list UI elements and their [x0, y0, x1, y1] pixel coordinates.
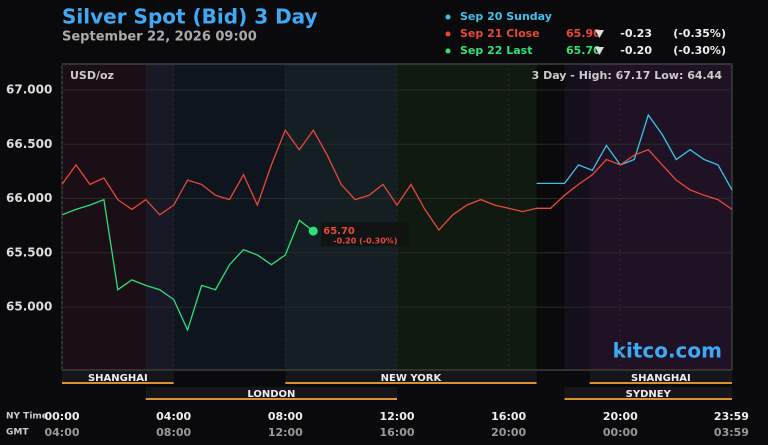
x-tick-label: 23:59 — [714, 410, 749, 423]
y-tick-label: 65.000 — [6, 300, 52, 314]
x-tick-label: 20:00 — [603, 410, 638, 423]
legend-change: -0.20 — [620, 44, 652, 57]
x-tick-label: 16:00 — [379, 426, 414, 439]
y-tick-label: 66.000 — [6, 191, 52, 205]
legend-name: Sep 22 Last — [460, 44, 532, 57]
legend-change: -0.23 — [620, 27, 652, 40]
legend-price: 65.90 — [566, 27, 601, 40]
session-label: NEW YORK — [381, 373, 443, 384]
session-label: SYDNEY — [626, 389, 672, 400]
session-label: SHANGHAI — [631, 373, 691, 384]
x-tick-label: 08:00 — [268, 410, 303, 423]
y-tick-label: 65.500 — [6, 245, 52, 259]
session-shade — [62, 64, 174, 370]
series-line — [61, 198, 314, 332]
x-tick-label: 00:00 — [603, 426, 638, 439]
legend-price: 65.70 — [566, 44, 601, 57]
x-axis-label: NY Time — [6, 412, 48, 422]
annotation-box — [321, 222, 410, 247]
session-shade — [564, 64, 732, 370]
y-tick-label: 67.000 — [6, 83, 52, 97]
x-tick-label: 16:00 — [491, 410, 526, 423]
session-bar — [145, 387, 397, 399]
session-bar — [564, 387, 732, 399]
session-label: SHANGHAI — [88, 373, 148, 384]
x-tick-label: 20:00 — [491, 426, 526, 439]
unit-label: USD/oz — [70, 69, 114, 82]
chart-subtitle: September 22, 2026 09:00 — [62, 30, 257, 45]
x-axis-label: GMT — [6, 428, 29, 438]
series-line — [61, 128, 733, 232]
x-tick-label: 04:00 — [44, 426, 79, 439]
x-tick-label: 12:00 — [268, 426, 303, 439]
session-shade — [145, 64, 397, 370]
x-tick-label: 03:59 — [714, 426, 749, 439]
legend-change-pct: (-0.30%) — [673, 44, 726, 57]
x-tick-label: 04:00 — [156, 410, 191, 423]
session-label: LONDON — [247, 389, 295, 400]
range-label: 3 Day - High: 67.17 Low: 64.44 — [532, 69, 723, 82]
annotation-price: 65.70 — [323, 226, 355, 237]
last-point — [308, 226, 318, 236]
session-bar — [285, 371, 537, 383]
legend-name: Sep 20 Sunday — [460, 10, 552, 23]
legend-change-pct: (-0.35%) — [673, 27, 726, 40]
session-shade — [589, 64, 732, 370]
session-bar — [62, 371, 174, 383]
legend-arrow — [595, 30, 604, 38]
legend-dot — [445, 31, 451, 37]
chart-title: Silver Spot (Bid) 3 Day — [62, 5, 318, 29]
x-tick-label: 12:00 — [379, 410, 414, 423]
x-tick-label: 00:00 — [44, 410, 79, 423]
legend-dot — [445, 14, 451, 20]
legend-arrow — [595, 47, 604, 55]
session-bar — [589, 371, 732, 383]
legend-dot — [445, 48, 451, 54]
series-line — [536, 113, 733, 191]
annotation-change: -0.20 (-0.30%) — [333, 237, 397, 246]
legend-name: Sep 21 Close — [460, 27, 540, 40]
session-shade — [285, 64, 537, 370]
y-tick-label: 66.500 — [6, 137, 52, 151]
x-tick-label: 08:00 — [156, 426, 191, 439]
watermark: kitco.com — [613, 339, 722, 363]
